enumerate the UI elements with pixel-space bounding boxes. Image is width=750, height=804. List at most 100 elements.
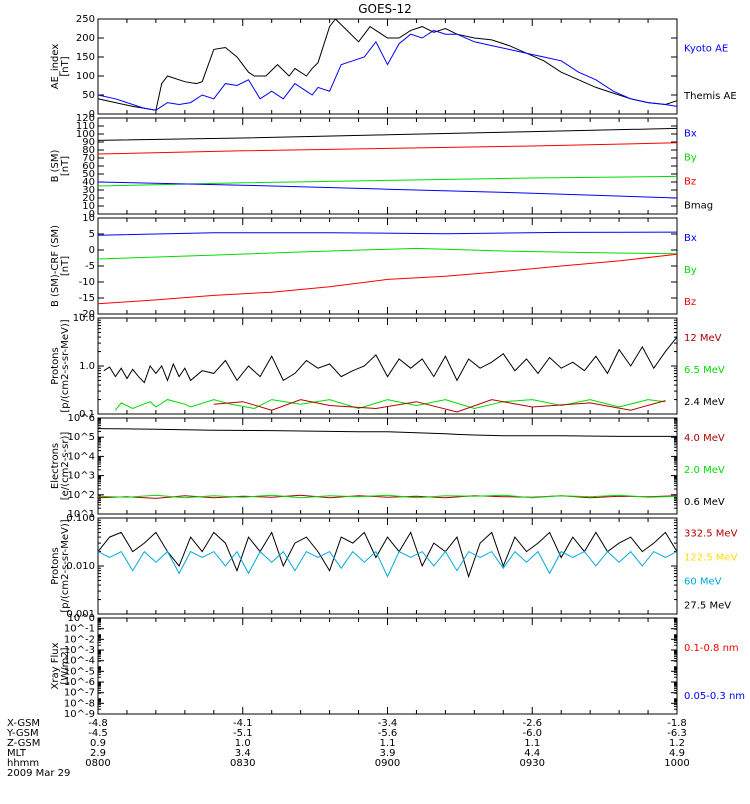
footer-value: 0800 xyxy=(85,758,110,769)
ae-ylabel: AE_index [nT] xyxy=(50,44,71,90)
protons-low-series-2-4-mev xyxy=(103,336,678,384)
protons-low-ylabel-line1: Protons xyxy=(50,347,61,384)
xray-ytick-label: 10^-7 xyxy=(64,688,95,699)
electrons-ylabel-line2: [e/(cm2-s-sr)] xyxy=(60,432,71,501)
protons-low-legend-item: 2.4 MeV xyxy=(684,397,725,408)
ae-ytick-label: 150 xyxy=(76,52,95,63)
footer-value: 1.1 xyxy=(524,738,540,749)
protons-high-ylabel-line1: Protons xyxy=(50,547,61,584)
footer-value: 0900 xyxy=(375,758,400,769)
footer-value: -5.6 xyxy=(378,728,398,739)
b-sm-ytick-label: 50 xyxy=(82,169,95,180)
b-crf-ytick-label: -20 xyxy=(79,309,95,320)
footer-value: 4.9 xyxy=(669,748,685,759)
b-sm-ytick-label: 10 xyxy=(82,201,95,212)
xray-legend-item: 0.05-0.3 nm xyxy=(684,691,745,702)
b-sm-legend-item: By xyxy=(684,152,697,163)
footer-value: 4.4 xyxy=(524,748,540,759)
ae-ytick-label: 50 xyxy=(82,90,95,101)
xray-ytick-label: 10^0 xyxy=(68,613,95,624)
protons-high-ylabel-line2: [p/(cm2-s-sr-MeV)] xyxy=(60,519,71,612)
protons-low-ytick-label: 10.0 xyxy=(73,313,95,324)
footer-label: Y-GSM xyxy=(6,728,39,739)
b-crf-legend-item: By xyxy=(684,265,697,276)
electrons-ytick-label: 10^4 xyxy=(68,451,95,462)
b-crf-series-by xyxy=(97,247,678,260)
b-sm-series-bx xyxy=(97,181,678,199)
b-sm-ytick-label: 100 xyxy=(76,129,95,140)
b-crf-legend-item: Bx xyxy=(684,233,697,244)
ae-series-themis-ae xyxy=(97,18,678,111)
b-sm-series-bz xyxy=(97,142,678,155)
protons-high-ytick-label: 0.010 xyxy=(66,561,95,572)
xray-ylabel-line2: [W/m2] xyxy=(60,647,71,684)
ae-ytick-label: 100 xyxy=(76,71,95,82)
b-crf-ytick-label: 0 xyxy=(89,245,95,256)
xray-ylabel: Xray Flux [W/m2] xyxy=(50,642,71,689)
xray-ytick-label: 10^-3 xyxy=(64,645,95,656)
footer-label: X-GSM xyxy=(7,718,40,729)
protons-high-ytick-label: 0.001 xyxy=(66,609,95,620)
footer-value: 0.9 xyxy=(90,738,106,749)
footer-value: -4.8 xyxy=(88,718,108,729)
xray-legend-item: 0.1-0.8 nm xyxy=(684,643,739,654)
protons-high-legend-item: 27.5 MeV xyxy=(684,600,731,611)
electrons-ytick-label: 10^5 xyxy=(68,432,95,443)
electrons-legend-item: 4.0 MeV xyxy=(684,433,725,444)
footer-label: MLT xyxy=(7,748,27,759)
b-sm-legend-item: Bx xyxy=(684,128,697,139)
ae-ytick-label: 0 xyxy=(89,109,95,120)
protons-high-series-27-5-mev xyxy=(97,531,678,579)
b-sm-ytick-label: 60 xyxy=(82,161,95,172)
b-sm-legend-item: Bmag xyxy=(684,200,713,211)
xray-ytick-label: 10^-6 xyxy=(64,677,95,688)
electrons-legend-item: 2.0 MeV xyxy=(684,465,725,476)
electrons-ytick-label: 10^1 xyxy=(68,509,95,520)
protons-high-series-60-mev xyxy=(97,550,678,578)
b-crf-ytick-label: -15 xyxy=(79,293,95,304)
protons-low-series-6-5-mev xyxy=(115,399,666,411)
protons-high-ytick-label: 0.100 xyxy=(66,513,95,524)
footer-value: -6.3 xyxy=(667,728,687,739)
footer-value: -2.6 xyxy=(522,718,542,729)
protons-low-legend-item: 12 MeV xyxy=(684,333,722,344)
protons-high-ylabel: Protons [p/(cm2-s-sr-MeV)] xyxy=(50,519,71,612)
b-sm-ytick-label: 110 xyxy=(76,121,95,132)
electrons-legend-item: 0.6 MeV xyxy=(684,497,725,508)
electrons-ytick-label: 10^6 xyxy=(68,413,95,424)
xray-ytick-label: 10^-8 xyxy=(64,698,95,709)
ae-ytick-label: 200 xyxy=(76,33,95,44)
b-sm-ylabel-line2: [nT] xyxy=(60,156,71,176)
xray-ytick-label: 10^-1 xyxy=(64,624,95,635)
footer-value: -1.8 xyxy=(667,718,687,729)
electrons-ylabel: Electrons [e/(cm2-s-sr)] xyxy=(50,432,71,501)
xray-ytick-label: 10^-5 xyxy=(64,666,95,677)
electrons-ytick-label: 10^3 xyxy=(68,471,95,482)
footer-value: 1.2 xyxy=(669,738,685,749)
footer-value: -5.1 xyxy=(233,728,253,739)
footer-value: -4.1 xyxy=(233,718,253,729)
xray-ytick-label: 10^-2 xyxy=(64,634,95,645)
electrons-series-2-0-mev xyxy=(97,494,678,499)
footer-value: 1.0 xyxy=(235,738,251,749)
xray-ylabel-line1: Xray Flux xyxy=(50,642,61,689)
b-sm-ytick-label: 120 xyxy=(76,113,95,124)
b-sm-ytick-label: 80 xyxy=(82,145,95,156)
b-sm-ytick-label: 40 xyxy=(82,177,95,188)
b-sm-ylabel: B (SM) [nT] xyxy=(50,149,71,182)
b-sm-ylabel-line1: B (SM) xyxy=(50,149,61,182)
b-crf-ylabel-line1: B (SM)-CRF (SM) xyxy=(50,225,61,307)
ae-ytick-label: 250 xyxy=(76,14,95,25)
b-sm-ytick-label: 70 xyxy=(82,153,95,164)
ae-panel-frame xyxy=(97,18,678,115)
protons-low-series-12-mev xyxy=(213,399,666,413)
footer-value: 2.9 xyxy=(90,748,106,759)
protons-low-ytick-label: 1.0 xyxy=(79,361,95,372)
xray-ytick-label: 10^-9 xyxy=(64,709,95,720)
ae-ylabel-line2: [nT] xyxy=(60,56,71,76)
electrons-ylabel-line1: Electrons xyxy=(50,443,61,489)
protons-high-legend-item: 332.5 MeV xyxy=(684,528,738,539)
footer-label: Z-GSM xyxy=(7,738,40,749)
b-crf-series-bx xyxy=(97,231,678,236)
